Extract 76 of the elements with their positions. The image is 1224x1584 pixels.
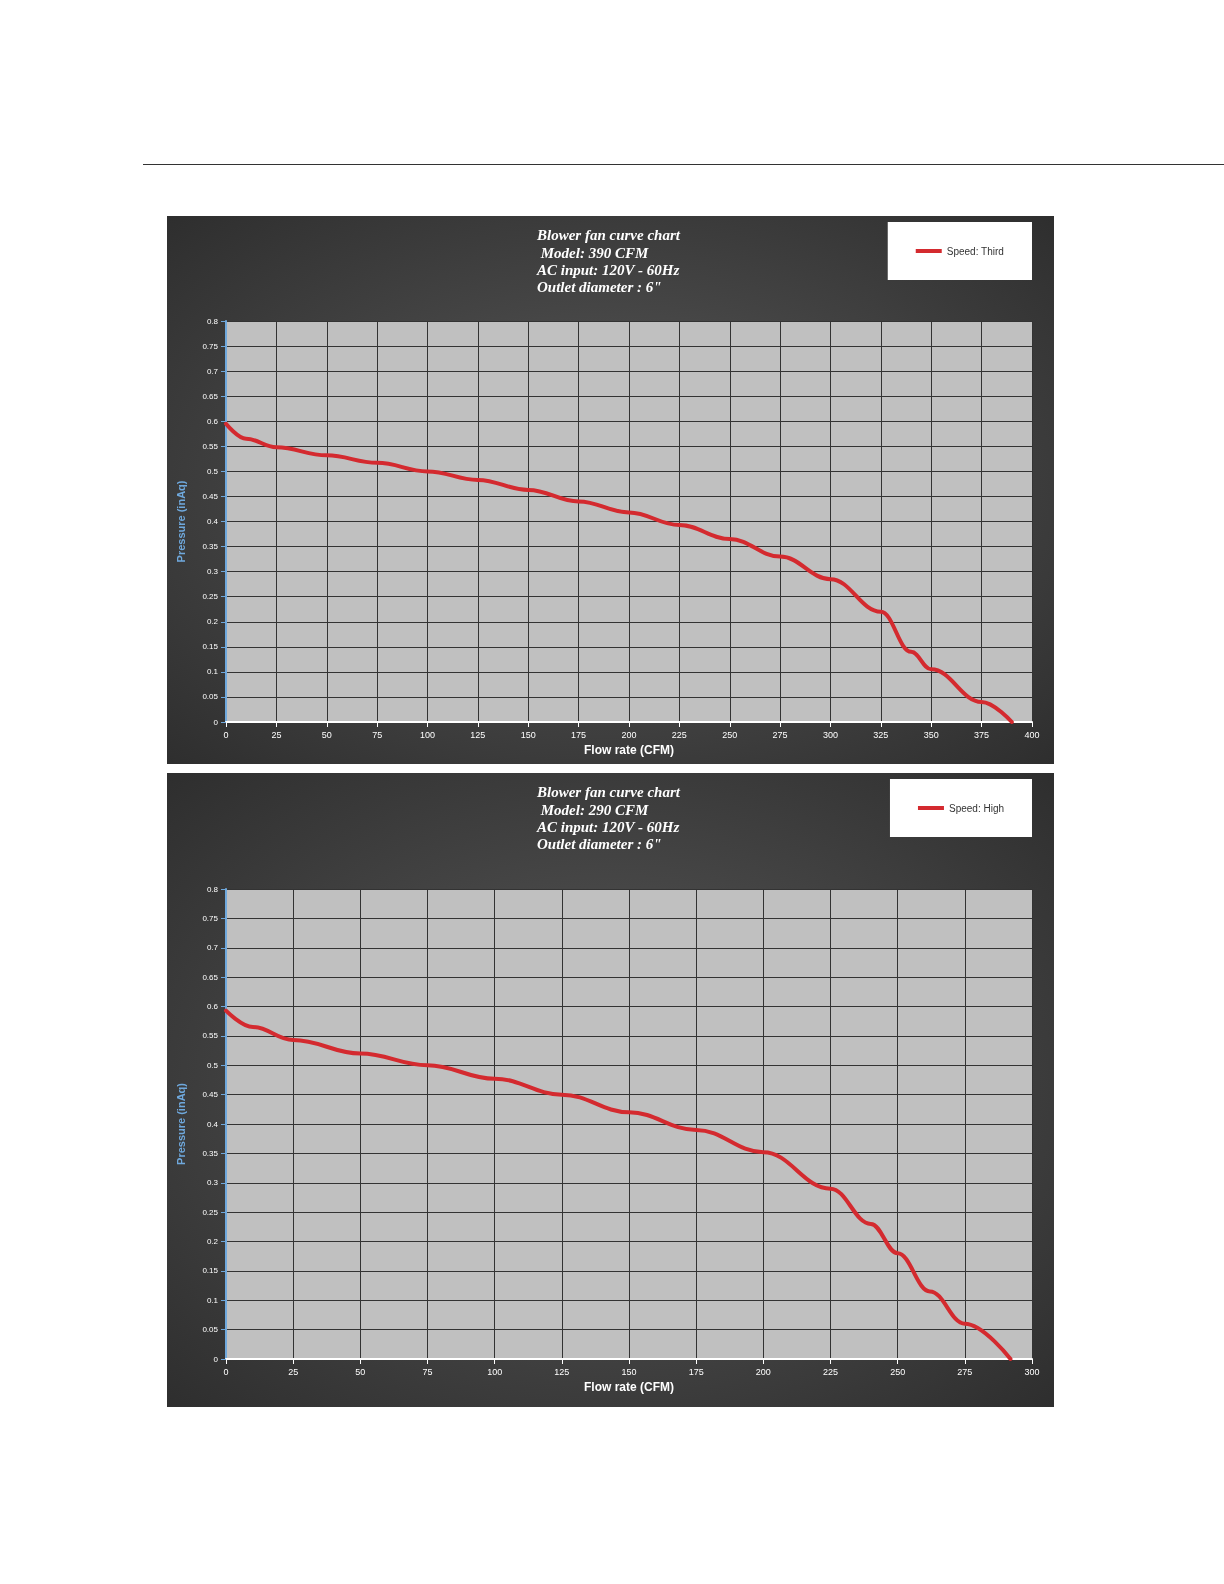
x-tick-label: 150 — [520, 729, 536, 740]
x-tick-label: 300 — [822, 729, 839, 740]
y-tick-label: 0.8 — [206, 316, 219, 326]
x-tick-label: 325 — [873, 729, 889, 740]
y-tick-label: 0.2 — [206, 1237, 219, 1246]
y-tick-label: 0.6 — [206, 1002, 219, 1011]
y-tick-label: 0.4 — [206, 517, 219, 526]
x-tick-label: 25 — [271, 729, 282, 740]
x-tick-label: 200 — [621, 729, 637, 740]
x-tick-label: 125 — [470, 729, 486, 740]
chart-title: Blower fan curve chart — [536, 226, 681, 243]
y-tick-label: 0.45 — [202, 491, 219, 501]
y-tick-label: 0.1 — [206, 667, 219, 677]
x-tick-label: 175 — [688, 1366, 704, 1377]
x-axis-title: Flow rate (CFM) — [584, 1380, 674, 1394]
line-series — [224, 1008, 1013, 1361]
y-tick-label: 0.65 — [202, 391, 219, 401]
x-tick-label: 75 — [422, 1366, 433, 1377]
x-tick-label: 100 — [419, 729, 436, 740]
x-tick-label: 225 — [671, 729, 687, 740]
x-tick-label: 0 — [223, 1366, 229, 1377]
y-tick-label: 0.7 — [206, 943, 219, 953]
y-tick-label: 0.65 — [202, 972, 219, 982]
x-axis-title: Flow rate (CFM) — [584, 743, 674, 757]
y-tick-label: 0.75 — [202, 913, 219, 923]
x-tick-label: 75 — [372, 729, 383, 740]
x-tick-label: 125 — [554, 1366, 570, 1377]
legend-label: Speed: High — [948, 802, 1005, 814]
y-tick-label: 0.2 — [206, 617, 219, 627]
y-tick-label: 0.5 — [206, 466, 219, 476]
x-tick-label: 100 — [487, 1366, 503, 1377]
x-tick-label: 175 — [571, 729, 587, 740]
y-tick-label: 0.55 — [202, 441, 219, 451]
x-tick-label: 225 — [822, 1366, 839, 1377]
y-tick-label: 0.35 — [202, 542, 219, 552]
y-tick-label: 0.05 — [202, 692, 219, 702]
y-tick-label: 0.15 — [202, 1266, 219, 1276]
y-tick-label: 0.7 — [206, 366, 219, 376]
y-tick-label: 0.3 — [206, 567, 219, 577]
chart-subtitle: Model: 290 CFM AC input: 120V - 60Hz Outlet diameter : 6" — [536, 801, 680, 852]
x-tick-label: 25 — [288, 1366, 299, 1377]
x-tick-label: 350 — [923, 729, 939, 740]
chart-subtitle: Model: 390 CFM AC input: 120V - 60Hz Outlet diameter : 6" — [536, 244, 680, 295]
y-axis-title: Pressure (inAq) — [174, 480, 187, 563]
chart-title: Blower fan curve chart — [536, 783, 681, 800]
x-tick-label: 150 — [621, 1366, 637, 1377]
y-tick-label: 0.35 — [202, 1148, 219, 1158]
y-tick-label: 0.25 — [202, 592, 219, 602]
x-tick-label: 300 — [1024, 1366, 1040, 1377]
y-tick-label: 0.75 — [202, 341, 219, 351]
y-tick-label: 0.8 — [206, 884, 219, 894]
legend-label: Speed: Third — [946, 245, 1004, 257]
x-tick-label: 200 — [755, 1366, 771, 1377]
x-tick-label: 50 — [321, 729, 332, 740]
y-tick-label: 0.3 — [206, 1178, 219, 1188]
x-tick-label: 275 — [957, 1366, 973, 1377]
y-tick-label: 0.5 — [206, 1060, 219, 1070]
y-tick-label: 0 — [213, 1354, 219, 1364]
line-series — [224, 421, 1014, 724]
y-axis-title: Pressure (inAq) — [174, 1082, 187, 1165]
y-tick-label: 0.4 — [206, 1119, 219, 1129]
x-tick-label: 375 — [974, 729, 990, 740]
x-tick-label: 400 — [1024, 729, 1040, 740]
y-tick-label: 0.25 — [202, 1207, 219, 1217]
x-tick-label: 250 — [722, 729, 738, 740]
x-tick-label: 275 — [772, 729, 788, 740]
x-tick-label: 0 — [223, 729, 229, 740]
y-tick-label: 0 — [213, 717, 219, 727]
y-tick-label: 0.15 — [202, 642, 219, 652]
x-tick-label: 250 — [890, 1366, 906, 1377]
y-tick-label: 0.45 — [202, 1090, 219, 1100]
y-tick-label: 0.6 — [206, 416, 219, 426]
y-tick-label: 0.55 — [202, 1031, 219, 1041]
y-tick-label: 0.05 — [202, 1325, 219, 1335]
x-tick-label: 50 — [355, 1366, 366, 1377]
y-tick-label: 0.1 — [206, 1295, 219, 1305]
